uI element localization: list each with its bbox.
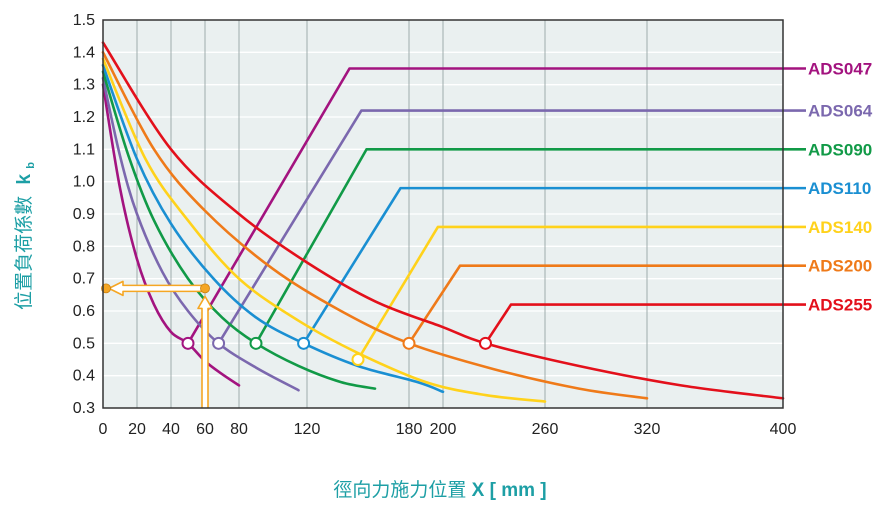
- x-tick-label: 180: [396, 421, 423, 438]
- x-axis-unit: [ mm ]: [490, 480, 547, 501]
- plot-border: [102, 19, 784, 409]
- marker-ads200: [402, 336, 416, 350]
- marker-ads110: [297, 336, 311, 350]
- y-tick-label: 0.6: [73, 303, 95, 320]
- x-tick-label: 400: [770, 421, 797, 438]
- marker-ads090: [249, 336, 263, 350]
- x-tick-label: 40: [162, 421, 180, 438]
- y-tick-label: 1.5: [73, 12, 95, 29]
- series-label-ads110: ADS110: [808, 179, 871, 198]
- y-axis-symbol: k: [14, 174, 35, 185]
- series-label-ads064: ADS064: [808, 102, 873, 121]
- series-label-ads090: ADS090: [808, 140, 872, 159]
- leader-ads090: [254, 148, 783, 344]
- curve-ads140: [101, 57, 547, 403]
- series-leader-lines: [186, 67, 806, 361]
- curve-ads255: [101, 41, 785, 400]
- series-label-ads047: ADS047: [808, 60, 872, 79]
- y-tick-label: 0.7: [73, 271, 95, 288]
- x-axis-title: 徑向力施力位置 X [ mm ]: [333, 479, 546, 501]
- series-label-ads255: ADS255: [808, 296, 872, 315]
- marker-ads140: [351, 353, 365, 366]
- marker-ads064: [212, 336, 226, 350]
- y-tick-label: 0.3: [73, 400, 95, 417]
- vertical-reading-arrow: [197, 295, 213, 408]
- y-tick-label: 1.0: [73, 174, 95, 191]
- x-axis-symbol: X: [472, 480, 485, 501]
- marker-ads047: [181, 336, 195, 350]
- y-tick-label: 1.1: [73, 141, 95, 158]
- series-markers: [181, 336, 492, 366]
- leader-ads047: [186, 67, 783, 344]
- y-tick-label: 0.4: [73, 368, 95, 385]
- leader-ads140: [356, 225, 783, 361]
- y-tick-label: 0.8: [73, 238, 95, 255]
- y-axis-label: 位置負荷係數: [13, 196, 35, 310]
- y-axis-subscript: b: [25, 162, 37, 169]
- curve-ads090: [101, 70, 377, 390]
- x-axis-label: 徑向力施力位置: [333, 479, 466, 501]
- x-tick-label: 60: [196, 421, 214, 438]
- x-tick-label: 320: [634, 421, 661, 438]
- y-tick-label: 1.4: [73, 44, 95, 61]
- series-label-ads200: ADS200: [808, 257, 872, 276]
- series-label-ads140: ADS140: [808, 218, 872, 237]
- y-tick-label: 1.3: [73, 77, 95, 94]
- y-axis-title: 位置負荷係數 k b: [13, 162, 37, 310]
- series-labels: ADS047 ADS064 ADS090 ADS110 ADS140 ADS200 ADS2…: [808, 60, 873, 315]
- x-tick-label: 260: [532, 421, 559, 438]
- x-tick-label: 80: [230, 421, 248, 438]
- leader-ads200: [407, 264, 783, 345]
- y-tick-label: 0.5: [73, 335, 95, 352]
- leader-ads255: [484, 303, 783, 345]
- curve-ads200: [101, 51, 649, 400]
- curve-ads047: [101, 83, 241, 387]
- x-tick-labels: 0 20 40 60 80 120 180 200 260 320 400: [99, 421, 797, 438]
- reading-start-dot: [200, 283, 210, 294]
- marker-ads255: [479, 336, 492, 350]
- example-reading-arrows: [101, 280, 213, 408]
- y-tick-labels: 0.3 0.4 0.5 0.6 0.7 0.8 0.9 1.0 1.1 1.2 1.3 1.4 1.5: [73, 12, 95, 417]
- x-tick-label: 0: [99, 421, 108, 438]
- x-tick-label: 200: [430, 421, 457, 438]
- x-tick-label: 20: [128, 421, 146, 438]
- y-tick-label: 0.9: [73, 206, 95, 223]
- curve-ads110: [101, 63, 445, 394]
- y-tick-label: 1.2: [73, 109, 95, 126]
- leader-ads110: [302, 186, 783, 345]
- leader-ads064: [217, 109, 783, 345]
- x-tick-label: 120: [294, 421, 321, 438]
- series-curves: [101, 41, 785, 403]
